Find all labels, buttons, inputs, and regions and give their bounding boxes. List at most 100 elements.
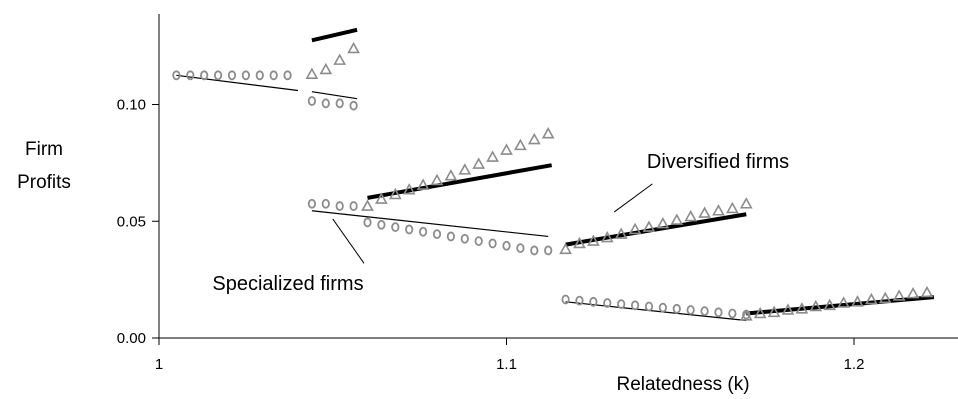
diversified-firm-point bbox=[444, 169, 458, 181]
specialized-firm-point bbox=[728, 308, 737, 319]
specialized-fit-line bbox=[311, 210, 549, 238]
diversified-firm-point bbox=[851, 295, 864, 307]
diversified-fit-line bbox=[311, 27, 358, 43]
y-tick-label: 0.00 bbox=[117, 330, 146, 347]
diversified-firm-point bbox=[628, 222, 642, 235]
specialized-firm-point bbox=[269, 70, 278, 81]
specialized-firm-point bbox=[516, 243, 525, 254]
specialized-firm-point bbox=[172, 70, 181, 81]
specialized-firm-point bbox=[307, 198, 316, 209]
diversified-firm-point bbox=[656, 216, 670, 229]
diversified-fit-line bbox=[565, 212, 747, 247]
diversified-firm-point bbox=[892, 289, 906, 301]
diversified-firm-point bbox=[809, 299, 823, 312]
diversified-firm-point bbox=[823, 298, 837, 311]
diversified-firm-point bbox=[559, 242, 572, 255]
diversified-firm-point bbox=[781, 303, 795, 315]
specialized-firm-point bbox=[644, 301, 654, 312]
specialized-firm-point bbox=[686, 305, 695, 315]
diversified-firm-point bbox=[865, 292, 878, 305]
x-tick-label: 1.2 bbox=[844, 356, 865, 373]
specialized-firm-point bbox=[200, 70, 209, 81]
specialized-firm-point bbox=[283, 70, 292, 81]
y-axis-title-line-2: Profits bbox=[17, 172, 71, 193]
specialized-firm-point bbox=[575, 295, 584, 306]
diversified-firm-point bbox=[739, 197, 753, 209]
specialized-firm-point bbox=[405, 224, 414, 235]
diversified-firm-point bbox=[587, 234, 600, 246]
diversified-pointer-line bbox=[613, 183, 653, 213]
specialized-firm-point bbox=[321, 98, 330, 109]
specialized-pointer-line bbox=[332, 218, 365, 264]
diversified-firm-point bbox=[514, 138, 527, 151]
specialized-firm-point bbox=[418, 226, 428, 237]
diversified-firm-point bbox=[878, 291, 892, 304]
y-tick-label: 0.10 bbox=[117, 97, 146, 114]
diversified-firm-point bbox=[837, 296, 850, 308]
specialized-firm-point bbox=[460, 233, 469, 244]
specialized-firm-point bbox=[658, 302, 667, 313]
specialized-firm-point bbox=[349, 201, 358, 211]
specialized-firm-point bbox=[349, 100, 358, 111]
axes bbox=[158, 14, 958, 339]
axis-ticks: 0.00 0.05 0.10 1 1.1 1.2 bbox=[117, 97, 865, 374]
specialized-firm-point bbox=[213, 70, 223, 81]
diversified-firm-point bbox=[375, 192, 388, 204]
specialized-firm-point bbox=[672, 303, 681, 314]
specialized-firm-point bbox=[603, 298, 612, 308]
annotation-diversified-firms: Diversified firms bbox=[647, 151, 789, 173]
specialized-firm-point bbox=[474, 236, 483, 246]
x-tick-label: 1 bbox=[155, 356, 163, 373]
diversified-firm-point bbox=[614, 227, 628, 239]
specialized-fit-line bbox=[565, 301, 747, 322]
specialized-firm-point bbox=[432, 229, 442, 239]
diversified-firm-point bbox=[712, 204, 725, 216]
specialized-firm-point bbox=[589, 296, 598, 307]
diversified-firm-point bbox=[430, 173, 444, 186]
diversified-firm-point bbox=[486, 150, 499, 162]
diversified-firm-point bbox=[906, 286, 920, 299]
annotation-pointers bbox=[332, 183, 653, 264]
specialized-firm-point bbox=[307, 96, 316, 106]
diversified-firm-point bbox=[573, 236, 586, 249]
y-tick-label: 0.05 bbox=[117, 213, 146, 230]
specialized-firm-point bbox=[391, 222, 400, 232]
diversified-firm-point bbox=[402, 183, 416, 195]
specialized-firm-point bbox=[700, 306, 709, 317]
annotation-specialized-firms: Specialized firms bbox=[212, 273, 363, 295]
specialized-firm-point bbox=[617, 299, 626, 310]
diversified-firm-point bbox=[361, 199, 374, 211]
specialized-fit-line bbox=[311, 91, 358, 100]
specialized-firm-point bbox=[227, 70, 237, 81]
specialized-firm-point bbox=[561, 294, 570, 305]
data-markers bbox=[172, 41, 934, 321]
y-axis-title-line-1: Firm bbox=[25, 139, 63, 160]
specialized-firm-point bbox=[335, 98, 344, 109]
diversified-firm-point bbox=[670, 213, 684, 225]
diversified-firm-point bbox=[698, 206, 711, 218]
specialized-firm-point bbox=[446, 231, 455, 242]
specialized-firm-point bbox=[714, 307, 723, 318]
specialized-firm-point bbox=[186, 70, 195, 81]
diversified-firm-point bbox=[500, 143, 513, 155]
diversified-firm-point bbox=[600, 230, 614, 243]
diversified-firm-point bbox=[753, 306, 767, 319]
diversified-firm-point bbox=[726, 201, 739, 214]
diversified-firm-point bbox=[472, 157, 486, 169]
diversified-firm-point bbox=[458, 163, 472, 175]
diversified-firm-point bbox=[541, 127, 555, 139]
diversified-firm-point bbox=[319, 62, 333, 75]
diversified-firm-point bbox=[739, 309, 753, 321]
specialized-firm-point bbox=[530, 245, 539, 256]
specialized-firm-point bbox=[502, 240, 511, 251]
diversified-fit-line bbox=[367, 163, 553, 200]
specialized-firm-point bbox=[377, 219, 386, 230]
diversified-firm-point bbox=[795, 302, 809, 314]
diversified-firm-point bbox=[920, 285, 934, 298]
specialized-firm-point bbox=[488, 238, 497, 249]
specialized-firm-point bbox=[255, 70, 264, 81]
diversified-firm-point bbox=[767, 305, 781, 318]
diversified-firm-point bbox=[684, 209, 698, 222]
specialized-firm-point bbox=[321, 198, 330, 209]
